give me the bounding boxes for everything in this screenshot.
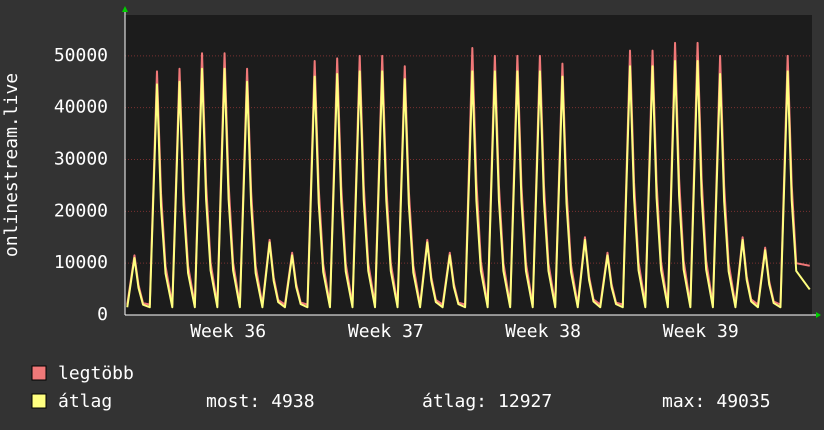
legend-swatch	[31, 393, 47, 409]
y-axis-label: onlinestream.live	[1, 73, 22, 257]
legend-swatch	[31, 365, 47, 381]
stat-label: most:	[206, 391, 260, 412]
stat-label: átlag:	[422, 391, 487, 412]
plot	[125, 41, 812, 309]
stat: átlag: 12927	[422, 391, 552, 412]
y-tick-label: 40000	[54, 97, 108, 118]
x-tick-label: Week 38	[505, 321, 581, 342]
y-tick-label: 10000	[54, 252, 108, 273]
y-tick-label: 20000	[54, 200, 108, 221]
x-tick-label: Week 39	[663, 321, 739, 342]
stat: max: 49035	[662, 391, 771, 412]
stat-value: 4938	[271, 391, 314, 412]
y-tick-label: 30000	[54, 149, 108, 170]
stat: most: 4938	[206, 391, 315, 412]
x-arrow	[816, 312, 821, 318]
x-tick-label: Week 36	[190, 321, 266, 342]
stat-value: 49035	[716, 391, 770, 412]
series-line	[126, 60, 811, 309]
y-tick-label: 50000	[54, 45, 108, 66]
stat-value: 12927	[498, 391, 552, 412]
stat-label: max:	[662, 391, 705, 412]
y-tick-label: 0	[97, 304, 108, 325]
y-arrow	[122, 6, 128, 12]
legend-label: legtöbb	[58, 363, 134, 384]
legend-label: átlag	[58, 391, 112, 412]
x-tick-label: Week 37	[348, 321, 424, 342]
